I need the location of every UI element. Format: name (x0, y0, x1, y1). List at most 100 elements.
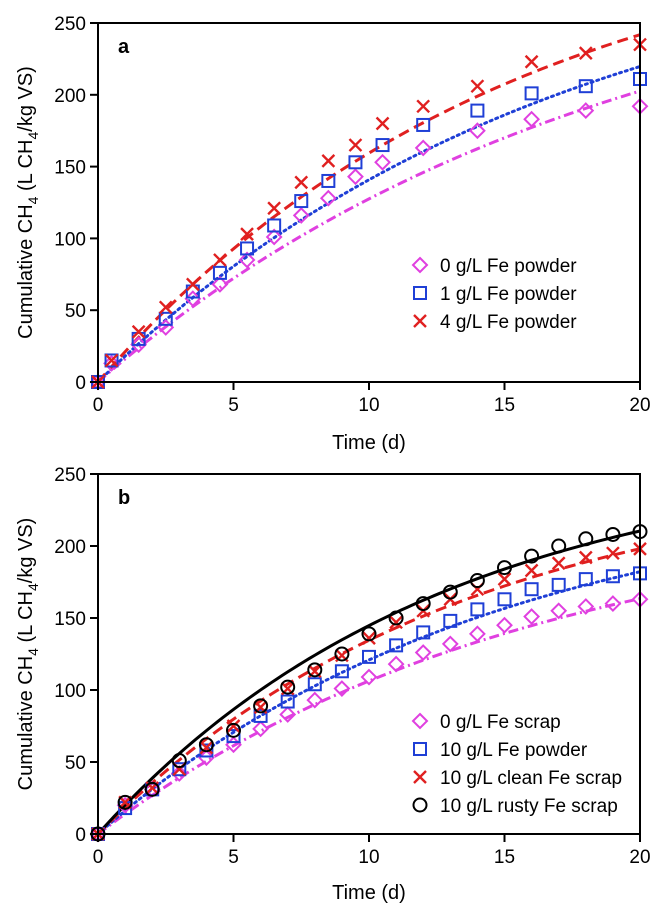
data-point-b-2-5 (226, 719, 241, 733)
data-point-b-2-16 (524, 563, 539, 578)
y-tick-label: 0 (75, 825, 86, 846)
data-point-a-0-10 (347, 168, 364, 186)
y-tick-label: 200 (54, 537, 86, 558)
x-tick-label: 0 (93, 847, 104, 868)
data-point-b-3-10 (361, 626, 377, 642)
data-point-b-3-1 (117, 794, 133, 810)
fit-curve-b-2 (96, 547, 641, 836)
data-point-b-3-18 (578, 531, 594, 547)
legend-label-0: 0 g/L Fe scrap (440, 712, 561, 733)
data-point-b-1-8 (307, 677, 322, 692)
y-tick-label: 150 (54, 158, 86, 179)
data-point-b-3-13 (442, 584, 458, 600)
data-point-a-2-10 (348, 138, 363, 152)
data-point-b-0-6 (252, 720, 270, 738)
data-point-a-0-15 (577, 102, 595, 120)
data-point-a-2-15 (578, 46, 593, 61)
data-point-a-0-11 (374, 153, 391, 171)
data-point-a-1-12 (416, 117, 431, 132)
panel-label: b (118, 487, 130, 509)
x-tick-label: 10 (358, 395, 379, 416)
legend-marker-1 (413, 742, 427, 756)
data-point-a-1-10 (348, 155, 363, 170)
y-tick-label: 100 (54, 681, 86, 702)
data-point-b-3-9 (334, 646, 350, 662)
data-point-a-1-13 (470, 103, 485, 118)
data-point-b-1-13 (443, 613, 458, 628)
data-point-b-1-18 (578, 572, 593, 587)
data-point-a-2-3 (158, 300, 173, 315)
x-tick-label: 0 (93, 395, 104, 416)
data-point-b-0-15 (496, 616, 513, 634)
x-tick-label: 20 (629, 847, 650, 868)
y-tick-label: 0 (75, 373, 86, 394)
data-point-a-2-8 (294, 175, 309, 190)
x-axis-label: Time (d) (332, 432, 406, 454)
data-point-a-0-6 (238, 251, 256, 269)
data-point-b-1-11 (389, 638, 404, 653)
data-point-b-1-4 (199, 743, 214, 758)
data-point-b-0-19 (604, 595, 622, 613)
data-point-a-2-2 (131, 324, 146, 339)
data-point-a-2-13 (470, 79, 485, 94)
data-point-a-0-12 (414, 139, 432, 157)
data-point-a-0-8 (292, 207, 310, 224)
data-point-b-3-3 (171, 753, 187, 769)
data-point-b-3-12 (415, 596, 431, 612)
y-tick-label: 50 (65, 753, 86, 774)
data-point-b-0-10 (360, 668, 378, 686)
legend-label-1: 1 g/L Fe powder (440, 284, 577, 305)
data-point-b-0-9 (333, 680, 351, 697)
data-point-a-1-1 (104, 353, 119, 368)
data-point-a-0-5 (211, 275, 229, 293)
data-point-b-0-4 (197, 749, 215, 767)
data-point-b-1-9 (334, 664, 349, 679)
y-tick-label: 50 (65, 301, 86, 322)
y-axis-label: Cumulative CH4 (L CH4/kg VS) (15, 518, 41, 791)
data-point-a-0-7 (265, 228, 283, 246)
data-point-a-1-6 (240, 241, 255, 256)
data-point-b-3-17 (551, 538, 567, 554)
data-point-b-0-16 (523, 608, 541, 625)
legend: 0 g/L Fe powder 1 g/L Fe powder 4 g/L Fe p… (411, 256, 577, 333)
data-point-a-2-12 (416, 99, 431, 114)
fit-curve-b-1 (96, 570, 642, 836)
data-point-b-1-6 (253, 708, 268, 723)
legend-marker-0 (411, 712, 429, 730)
data-point-b-1-7 (280, 694, 295, 709)
data-point-a-2-5 (213, 253, 227, 267)
data-point-a-0-14 (523, 110, 541, 128)
data-point-a-1-9 (321, 173, 336, 188)
legend-marker-2 (413, 314, 427, 328)
y-tick-label: 100 (54, 229, 86, 250)
fit-curve-a-0 (97, 89, 641, 384)
data-point-b-1-19 (605, 569, 620, 584)
data-point-b-3-15 (497, 560, 512, 576)
data-point-b-0-3 (170, 765, 188, 782)
x-tick-label: 5 (228, 395, 239, 416)
data-point-b-0-17 (550, 602, 568, 620)
legend-marker-2 (413, 770, 427, 784)
data-point-b-3-14 (469, 573, 485, 589)
data-point-b-1-17 (551, 577, 566, 592)
fit-curve-b-3 (96, 529, 641, 836)
data-point-a-2-7 (267, 201, 281, 216)
data-point-b-3-4 (198, 737, 214, 753)
data-point-a-2-11 (375, 116, 390, 131)
data-point-a-1-11 (375, 138, 390, 153)
data-point-b-1-3 (172, 762, 187, 777)
data-point-b-3-16 (524, 548, 540, 564)
y-tick-label: 200 (54, 86, 86, 107)
legend-marker-1 (413, 286, 427, 300)
data-point-a-2-14 (524, 54, 539, 69)
x-axis-label: Time (d) (332, 882, 406, 904)
fit-curve-b-0 (97, 597, 641, 836)
data-point-b-1-10 (362, 649, 376, 664)
data-point-a-0-2 (130, 336, 148, 354)
data-point-a-1-3 (158, 311, 173, 326)
panel-label: a (118, 36, 130, 58)
data-point-b-2-19 (606, 546, 620, 561)
legend-label-0: 0 g/L Fe powder (440, 256, 577, 277)
